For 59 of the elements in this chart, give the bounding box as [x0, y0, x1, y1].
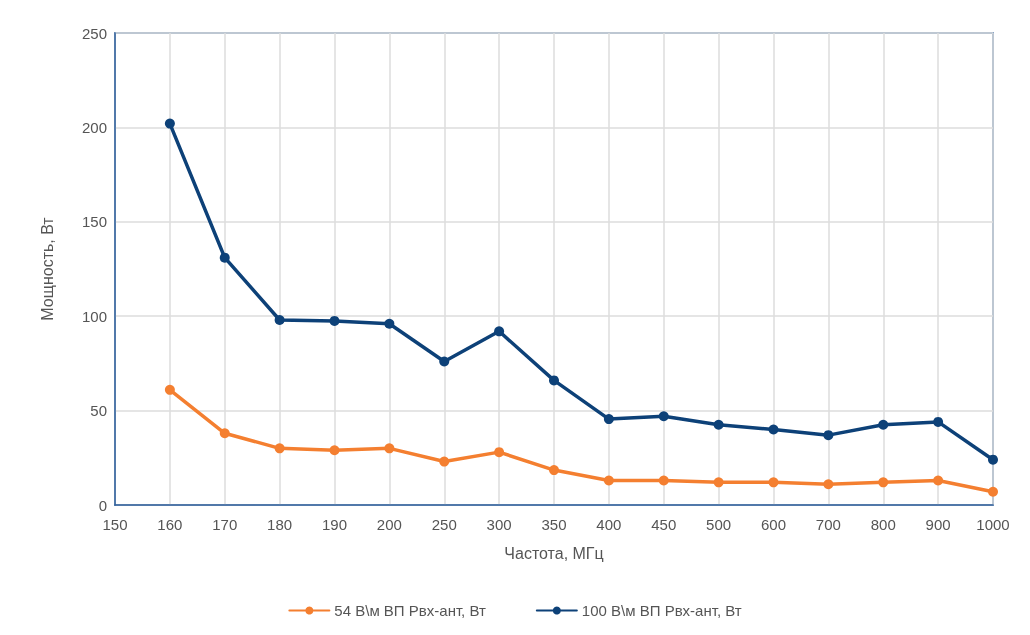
point [329, 445, 340, 456]
x-tick-label: 450 [651, 516, 677, 533]
y-tick-label: 50 [90, 402, 107, 420]
y-tick-label: 250 [81, 24, 107, 42]
point [164, 384, 175, 395]
point [933, 475, 944, 486]
point [988, 454, 998, 465]
y-tick-label: 150 [81, 213, 107, 231]
point [384, 443, 395, 454]
point [988, 486, 998, 497]
x-tick-label: 180 [267, 516, 293, 533]
point [603, 475, 614, 486]
point [384, 318, 395, 329]
point [933, 416, 944, 427]
point [603, 414, 614, 425]
x-axis-title: Частота, МГц [504, 544, 604, 562]
point [274, 314, 285, 325]
y-tick-label: 100 [81, 307, 107, 325]
x-tick-label: 1000 [976, 516, 1010, 533]
point [878, 477, 889, 488]
x-tick-label: 350 [541, 516, 567, 533]
point [549, 465, 559, 476]
point [274, 443, 285, 454]
x-tick-label: 200 [376, 516, 402, 533]
y-axis-title: Мощность, Вт [38, 216, 56, 321]
x-tick-label: 800 [870, 516, 896, 533]
y-tick-label: 200 [81, 118, 107, 136]
x-tick-label: 600 [760, 516, 787, 533]
y-tick-label: 0 [98, 496, 107, 514]
point [713, 477, 724, 488]
point [878, 419, 889, 430]
x-tick-label: 400 [596, 516, 622, 533]
legend-label: 54 В\м ВП Рвх-ант, Вт [334, 602, 486, 619]
point [439, 356, 450, 367]
point [768, 424, 779, 435]
x-tick-label: 700 [815, 516, 841, 533]
point [219, 428, 230, 439]
point [823, 479, 834, 490]
point [658, 411, 669, 422]
point [768, 477, 779, 488]
legend-label: 100 В\м ВП Рвх-ант, Вт [581, 602, 742, 619]
point [439, 456, 450, 467]
point [658, 475, 669, 486]
x-tick-label: 300 [486, 516, 512, 533]
point [823, 430, 834, 441]
point [549, 375, 559, 386]
point [713, 419, 724, 430]
x-tick-label: 500 [706, 516, 732, 533]
point [219, 252, 230, 263]
x-tick-label: 170 [212, 516, 238, 533]
point [494, 326, 505, 337]
point [329, 315, 340, 326]
x-tick-label: 900 [925, 516, 951, 533]
x-tick-label: 190 [321, 516, 348, 533]
x-tick-label: 150 [102, 516, 128, 533]
x-tick-label: 160 [157, 516, 183, 533]
point [164, 118, 175, 129]
point [494, 447, 505, 458]
x-tick-label: 250 [431, 516, 457, 533]
